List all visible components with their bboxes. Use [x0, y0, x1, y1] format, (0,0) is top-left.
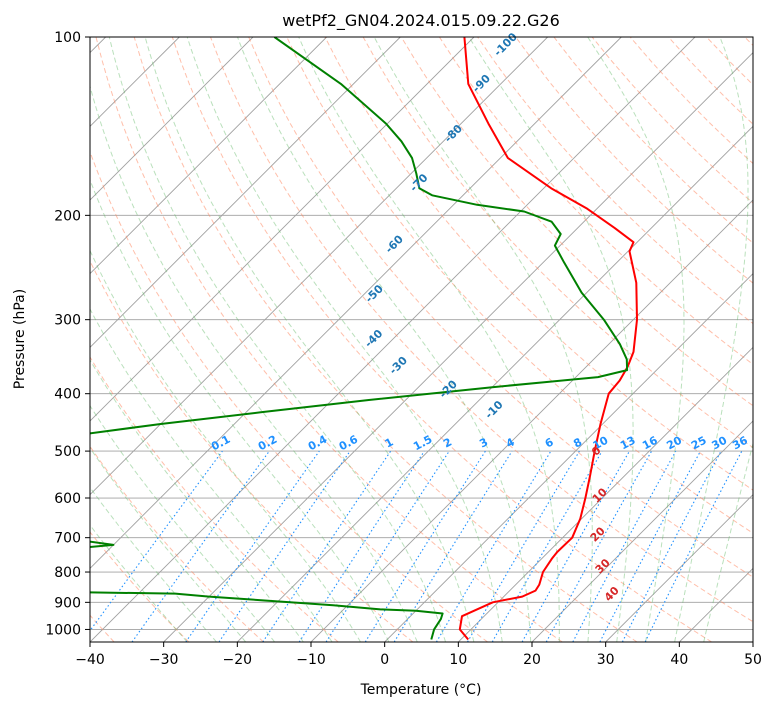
- x-axis-label: Temperature (°C): [360, 682, 482, 698]
- y-tick-label: 100: [54, 30, 81, 46]
- y-tick-label: 700: [54, 531, 81, 547]
- x-tick-label: 40: [670, 652, 688, 668]
- chart-title: wetPf2_GN04.2024.015.09.22.G26: [282, 11, 560, 31]
- y-tick-label: 900: [54, 595, 81, 611]
- x-tick-label: 10: [449, 652, 467, 668]
- y-tick-label: 300: [54, 313, 81, 329]
- x-tick-label: 50: [744, 652, 762, 668]
- y-tick-label: 500: [54, 444, 81, 460]
- y-tick-label: 600: [54, 491, 81, 507]
- x-tick-label: 20: [523, 652, 541, 668]
- y-tick-label: 800: [54, 565, 81, 581]
- y-tick-label: 1000: [45, 622, 81, 638]
- x-tick-label: −10: [296, 652, 326, 668]
- x-tick-label: −20: [223, 652, 253, 668]
- y-axis-label: Pressure (hPa): [12, 289, 28, 389]
- x-tick-label: 30: [597, 652, 615, 668]
- x-tick-label: 0: [380, 652, 389, 668]
- x-tick-label: −40: [75, 652, 105, 668]
- y-tick-label: 200: [54, 208, 81, 224]
- x-tick-label: −30: [149, 652, 179, 668]
- y-tick-label: 400: [54, 387, 81, 403]
